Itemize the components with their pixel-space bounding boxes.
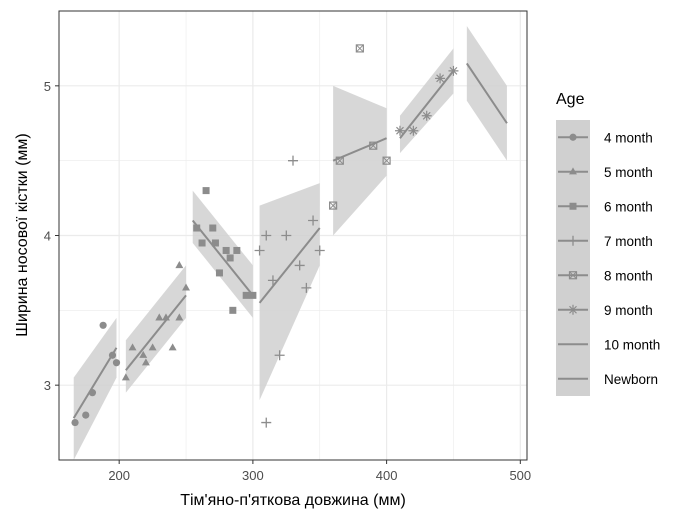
data-point <box>448 65 459 76</box>
fit-line <box>465 62 508 124</box>
data-point <box>249 291 257 299</box>
data-point <box>209 224 217 232</box>
legend-key-symbol <box>568 304 578 315</box>
data-point <box>261 417 272 428</box>
data-point <box>267 275 278 286</box>
data-point <box>193 224 201 232</box>
legend-key-symbol <box>569 167 577 175</box>
data-point <box>226 254 234 262</box>
legend-label: Newborn <box>604 372 658 387</box>
legend-label: 6 month <box>604 199 653 214</box>
data-point <box>148 343 157 351</box>
confidence-band <box>333 85 387 236</box>
data-point <box>355 44 364 53</box>
confidence-band <box>192 190 253 318</box>
data-point <box>99 321 107 329</box>
x-tick-label: 400 <box>376 468 398 483</box>
data-point <box>182 283 190 291</box>
data-point <box>301 282 312 293</box>
data-point <box>382 156 391 165</box>
y-axis-title: Ширина носової кістки (мм) <box>14 133 31 336</box>
legend-title: Age <box>556 91 585 108</box>
data-point <box>435 73 446 84</box>
data-point <box>215 269 223 277</box>
data-point <box>261 230 272 241</box>
data-point <box>211 239 219 247</box>
legend-item: 8 month <box>556 258 653 293</box>
legend-item: 9 month <box>556 292 653 327</box>
data-point <box>394 125 405 136</box>
data-point <box>281 230 292 241</box>
data-point <box>88 389 97 397</box>
legend-label: 4 month <box>604 130 653 145</box>
legend-key-symbol <box>569 202 577 210</box>
confidence-band <box>125 265 187 393</box>
legend-item: 6 month <box>556 189 653 224</box>
point-layer <box>71 44 459 428</box>
data-point <box>329 201 338 210</box>
data-point <box>121 373 130 381</box>
legend-item: 10 month <box>556 327 660 362</box>
data-point <box>408 125 419 136</box>
legend-label: 7 month <box>604 234 653 249</box>
data-point <box>175 261 184 269</box>
x-axis: 200 300 400 500 <box>108 460 531 483</box>
data-point <box>168 343 177 351</box>
confidence-band <box>259 183 320 401</box>
legend-item: 5 month <box>556 154 653 189</box>
data-point <box>141 358 150 366</box>
data-point <box>175 313 184 321</box>
fit-line <box>258 227 321 304</box>
data-point <box>71 418 79 427</box>
data-point <box>369 141 378 150</box>
confidence-band <box>73 317 117 460</box>
legend: 4 month 5 month 6 month 7 month 8 month 9 mon… <box>556 120 660 396</box>
data-point <box>335 156 344 165</box>
data-point <box>112 359 121 367</box>
x-tick-label: 200 <box>108 468 130 483</box>
data-point <box>274 350 285 361</box>
data-point <box>162 313 170 321</box>
data-point <box>294 260 305 271</box>
data-point <box>155 313 164 321</box>
x-tick-label: 300 <box>242 468 264 483</box>
legend-item: 7 month <box>556 223 653 258</box>
x-axis-title: Тім'яно-п'яткова довжина (мм) <box>180 492 406 509</box>
data-point <box>128 343 137 351</box>
y-axis: 3 4 5 <box>44 79 59 393</box>
fit-line <box>72 347 118 419</box>
data-point <box>82 411 90 419</box>
fit-line <box>191 219 254 296</box>
data-point <box>108 351 117 359</box>
y-tick-label: 3 <box>44 378 51 393</box>
legend-label: 9 month <box>604 303 653 318</box>
data-point <box>233 246 241 254</box>
fit-line <box>399 70 455 139</box>
data-point <box>198 239 206 247</box>
data-point <box>314 245 325 256</box>
data-point <box>242 291 250 299</box>
x-tick-label: 500 <box>509 468 531 483</box>
legend-label: 8 month <box>604 268 653 283</box>
data-point <box>308 215 319 226</box>
data-point <box>254 245 265 256</box>
data-point <box>229 306 237 314</box>
data-point <box>222 246 230 254</box>
legend-key-symbol <box>568 271 578 280</box>
legend-key-symbol <box>569 133 577 141</box>
legend-item: 4 month <box>556 120 653 155</box>
legend-key-symbol <box>568 235 578 246</box>
legend-label: 5 month <box>604 165 653 180</box>
data-point <box>288 155 298 166</box>
data-point <box>139 350 148 358</box>
y-tick-label: 4 <box>44 229 51 244</box>
fit-line <box>125 294 187 371</box>
data-point <box>421 110 432 121</box>
y-tick-label: 5 <box>44 79 51 94</box>
legend-label: 10 month <box>604 337 660 352</box>
legend-item: Newborn <box>556 361 658 396</box>
data-point <box>202 187 210 195</box>
